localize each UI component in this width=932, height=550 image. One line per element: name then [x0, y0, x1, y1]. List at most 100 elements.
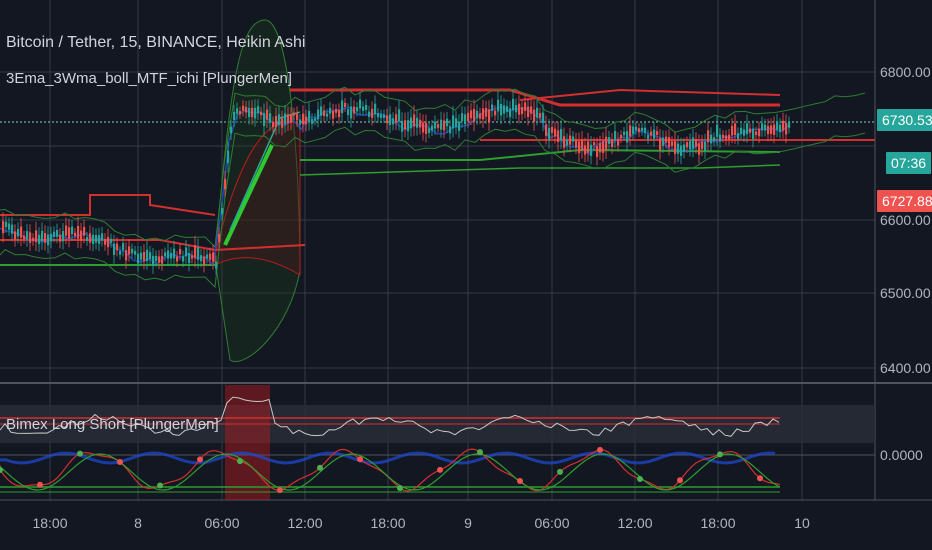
- osc-signal-dot: [0, 467, 3, 473]
- candle: [308, 110, 311, 123]
- candle: [713, 137, 716, 142]
- candle: [11, 224, 14, 234]
- candle: [233, 111, 236, 121]
- candle: [17, 228, 20, 237]
- candle: [566, 139, 569, 146]
- candle: [194, 245, 197, 258]
- candle: [95, 235, 98, 243]
- indicator-legend-oscillator[interactable]: Bimex Long Short [PlungerMen]: [6, 416, 219, 433]
- candle: [626, 131, 629, 143]
- candle: [188, 253, 191, 264]
- osc-signal-dot: [357, 456, 363, 463]
- candle: [341, 100, 344, 114]
- candle: [98, 235, 101, 244]
- candle: [317, 109, 320, 120]
- time-axis-label: 12:00: [287, 515, 322, 531]
- candle: [164, 252, 167, 257]
- candle: [746, 123, 749, 135]
- candle: [599, 143, 602, 153]
- time-axis-label: 10: [794, 515, 810, 531]
- candle: [299, 119, 302, 125]
- candle: [2, 221, 5, 234]
- candle: [314, 117, 317, 121]
- candle: [416, 117, 419, 128]
- signal-highlight: [225, 385, 270, 500]
- candle: [284, 113, 287, 125]
- candle: [647, 134, 650, 139]
- candle: [50, 233, 53, 242]
- candle: [557, 130, 560, 142]
- candle: [335, 109, 338, 113]
- candle: [581, 139, 584, 151]
- candle: [764, 124, 767, 131]
- mtf-red-level: [519, 88, 781, 101]
- candle: [776, 121, 779, 130]
- candle: [227, 150, 230, 164]
- candle: [86, 236, 89, 241]
- candle: [758, 128, 761, 137]
- candle: [632, 126, 635, 134]
- candle: [578, 141, 581, 154]
- candle: [425, 122, 428, 134]
- osc-signal-dot: [637, 475, 643, 482]
- candle: [659, 138, 662, 151]
- candle: [224, 178, 227, 190]
- candle: [701, 141, 704, 150]
- candle: [737, 133, 740, 139]
- candle: [524, 102, 527, 111]
- candle: [686, 142, 689, 148]
- candle: [788, 122, 791, 128]
- candle: [209, 253, 212, 260]
- candle: [329, 107, 332, 114]
- candle: [473, 108, 476, 122]
- candle: [131, 248, 134, 254]
- candle: [563, 136, 566, 148]
- candle: [470, 110, 473, 119]
- candle: [704, 141, 707, 152]
- candle: [203, 256, 206, 266]
- candle: [749, 128, 752, 133]
- candle: [674, 141, 677, 155]
- candle: [266, 109, 269, 120]
- candle: [32, 237, 35, 242]
- candle: [455, 118, 458, 127]
- candle: [401, 120, 404, 132]
- candle: [272, 122, 275, 128]
- candle: [782, 120, 785, 131]
- candle: [650, 131, 653, 136]
- candle: [362, 106, 365, 111]
- candle: [458, 121, 461, 131]
- candle: [248, 107, 251, 118]
- candle: [179, 248, 182, 255]
- candle: [128, 246, 131, 255]
- candle: [287, 114, 290, 124]
- candle: [290, 114, 293, 123]
- candle: [587, 141, 590, 153]
- symbol-title[interactable]: Bitcoin / Tether, 15, BINANCE, Heikin As…: [6, 34, 306, 51]
- candle: [608, 137, 611, 144]
- time-axis-label: 8: [134, 515, 142, 531]
- candle: [413, 114, 416, 127]
- candle: [755, 131, 758, 135]
- osc-wave-green: [0, 453, 781, 491]
- candle: [422, 122, 425, 133]
- candle: [773, 124, 776, 135]
- candle: [71, 226, 74, 235]
- candle: [656, 131, 659, 136]
- osc-signal-line: [0, 396, 780, 437]
- indicator-legend-main[interactable]: 3Ema_3Wma_boll_MTF_ichi [PlungerMen]: [6, 70, 292, 87]
- price-axis[interactable]: 6800.00 6600.00 6500.00 6400.00 0.0000: [880, 64, 931, 463]
- candle: [104, 238, 107, 245]
- candle: [548, 127, 551, 140]
- candle: [722, 134, 725, 138]
- time-axis[interactable]: 18:00 8 06:00 12:00 18:00 9 06:00 12:00 18:00 10: [32, 515, 810, 531]
- candle: [191, 255, 194, 259]
- candle: [125, 250, 128, 261]
- candle: [590, 144, 593, 156]
- candle: [332, 110, 335, 119]
- time-axis-label: 18:00: [700, 515, 735, 531]
- candle: [281, 118, 284, 128]
- candle: [464, 114, 467, 125]
- candle: [410, 117, 413, 129]
